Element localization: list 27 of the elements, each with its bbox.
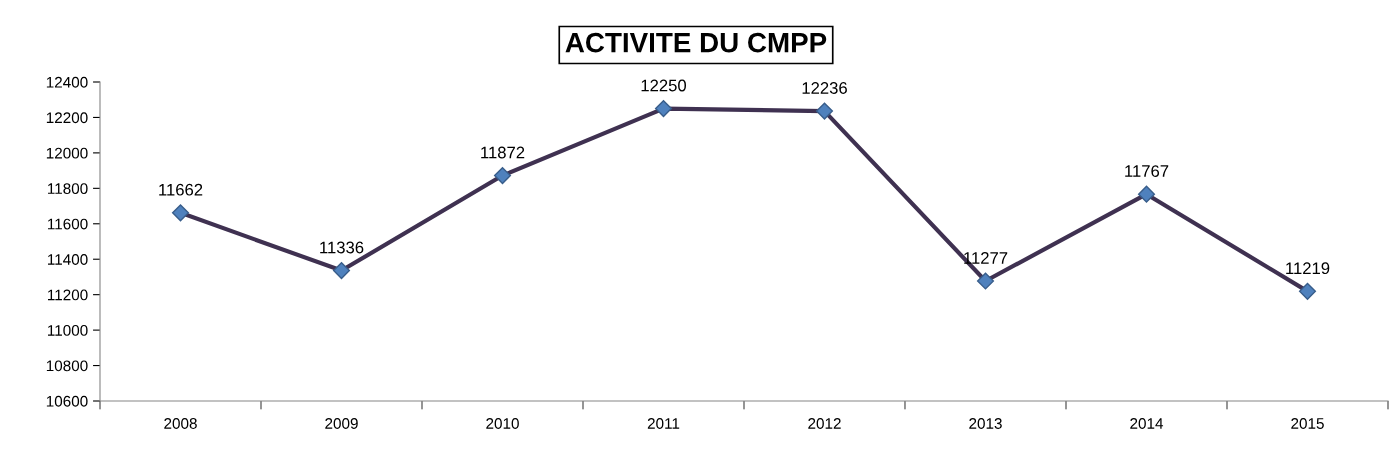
x-tick-label: 2014 (1130, 418, 1164, 429)
y-tick-label: 12200 (46, 112, 88, 124)
y-tick-label: 12000 (46, 147, 88, 159)
y-tick-label: 11600 (48, 218, 88, 230)
data-label: 12236 (802, 82, 847, 94)
data-label: 11277 (964, 252, 1008, 264)
data-label: 11662 (159, 183, 203, 196)
x-tick-label: 2008 (164, 418, 197, 429)
data-label: 12250 (641, 79, 687, 92)
y-tick-label: 10600 (46, 395, 88, 407)
y-tick-label: 11200 (48, 289, 88, 301)
x-tick-label: 2011 (647, 418, 680, 429)
x-tick-label: 2012 (808, 418, 841, 429)
y-tick-label: 11400 (48, 254, 88, 265)
x-tick-label: 2010 (486, 418, 519, 429)
y-tick-label: 12400 (46, 76, 88, 88)
chart-title: ACTIVITE DU CMPP (565, 32, 827, 53)
y-tick-label: 11000 (48, 324, 88, 336)
y-tick-label: 11800 (48, 183, 88, 195)
x-tick-label: 2013 (969, 418, 1002, 429)
data-label: 11219 (1286, 262, 1330, 275)
data-label: 11336 (320, 241, 364, 254)
x-tick-label: 2015 (1291, 418, 1324, 429)
y-tick-label: 10800 (46, 360, 88, 372)
x-tick-label: 2009 (325, 418, 358, 429)
data-label: 11767 (1125, 165, 1169, 177)
data-label: 11872 (481, 146, 525, 159)
